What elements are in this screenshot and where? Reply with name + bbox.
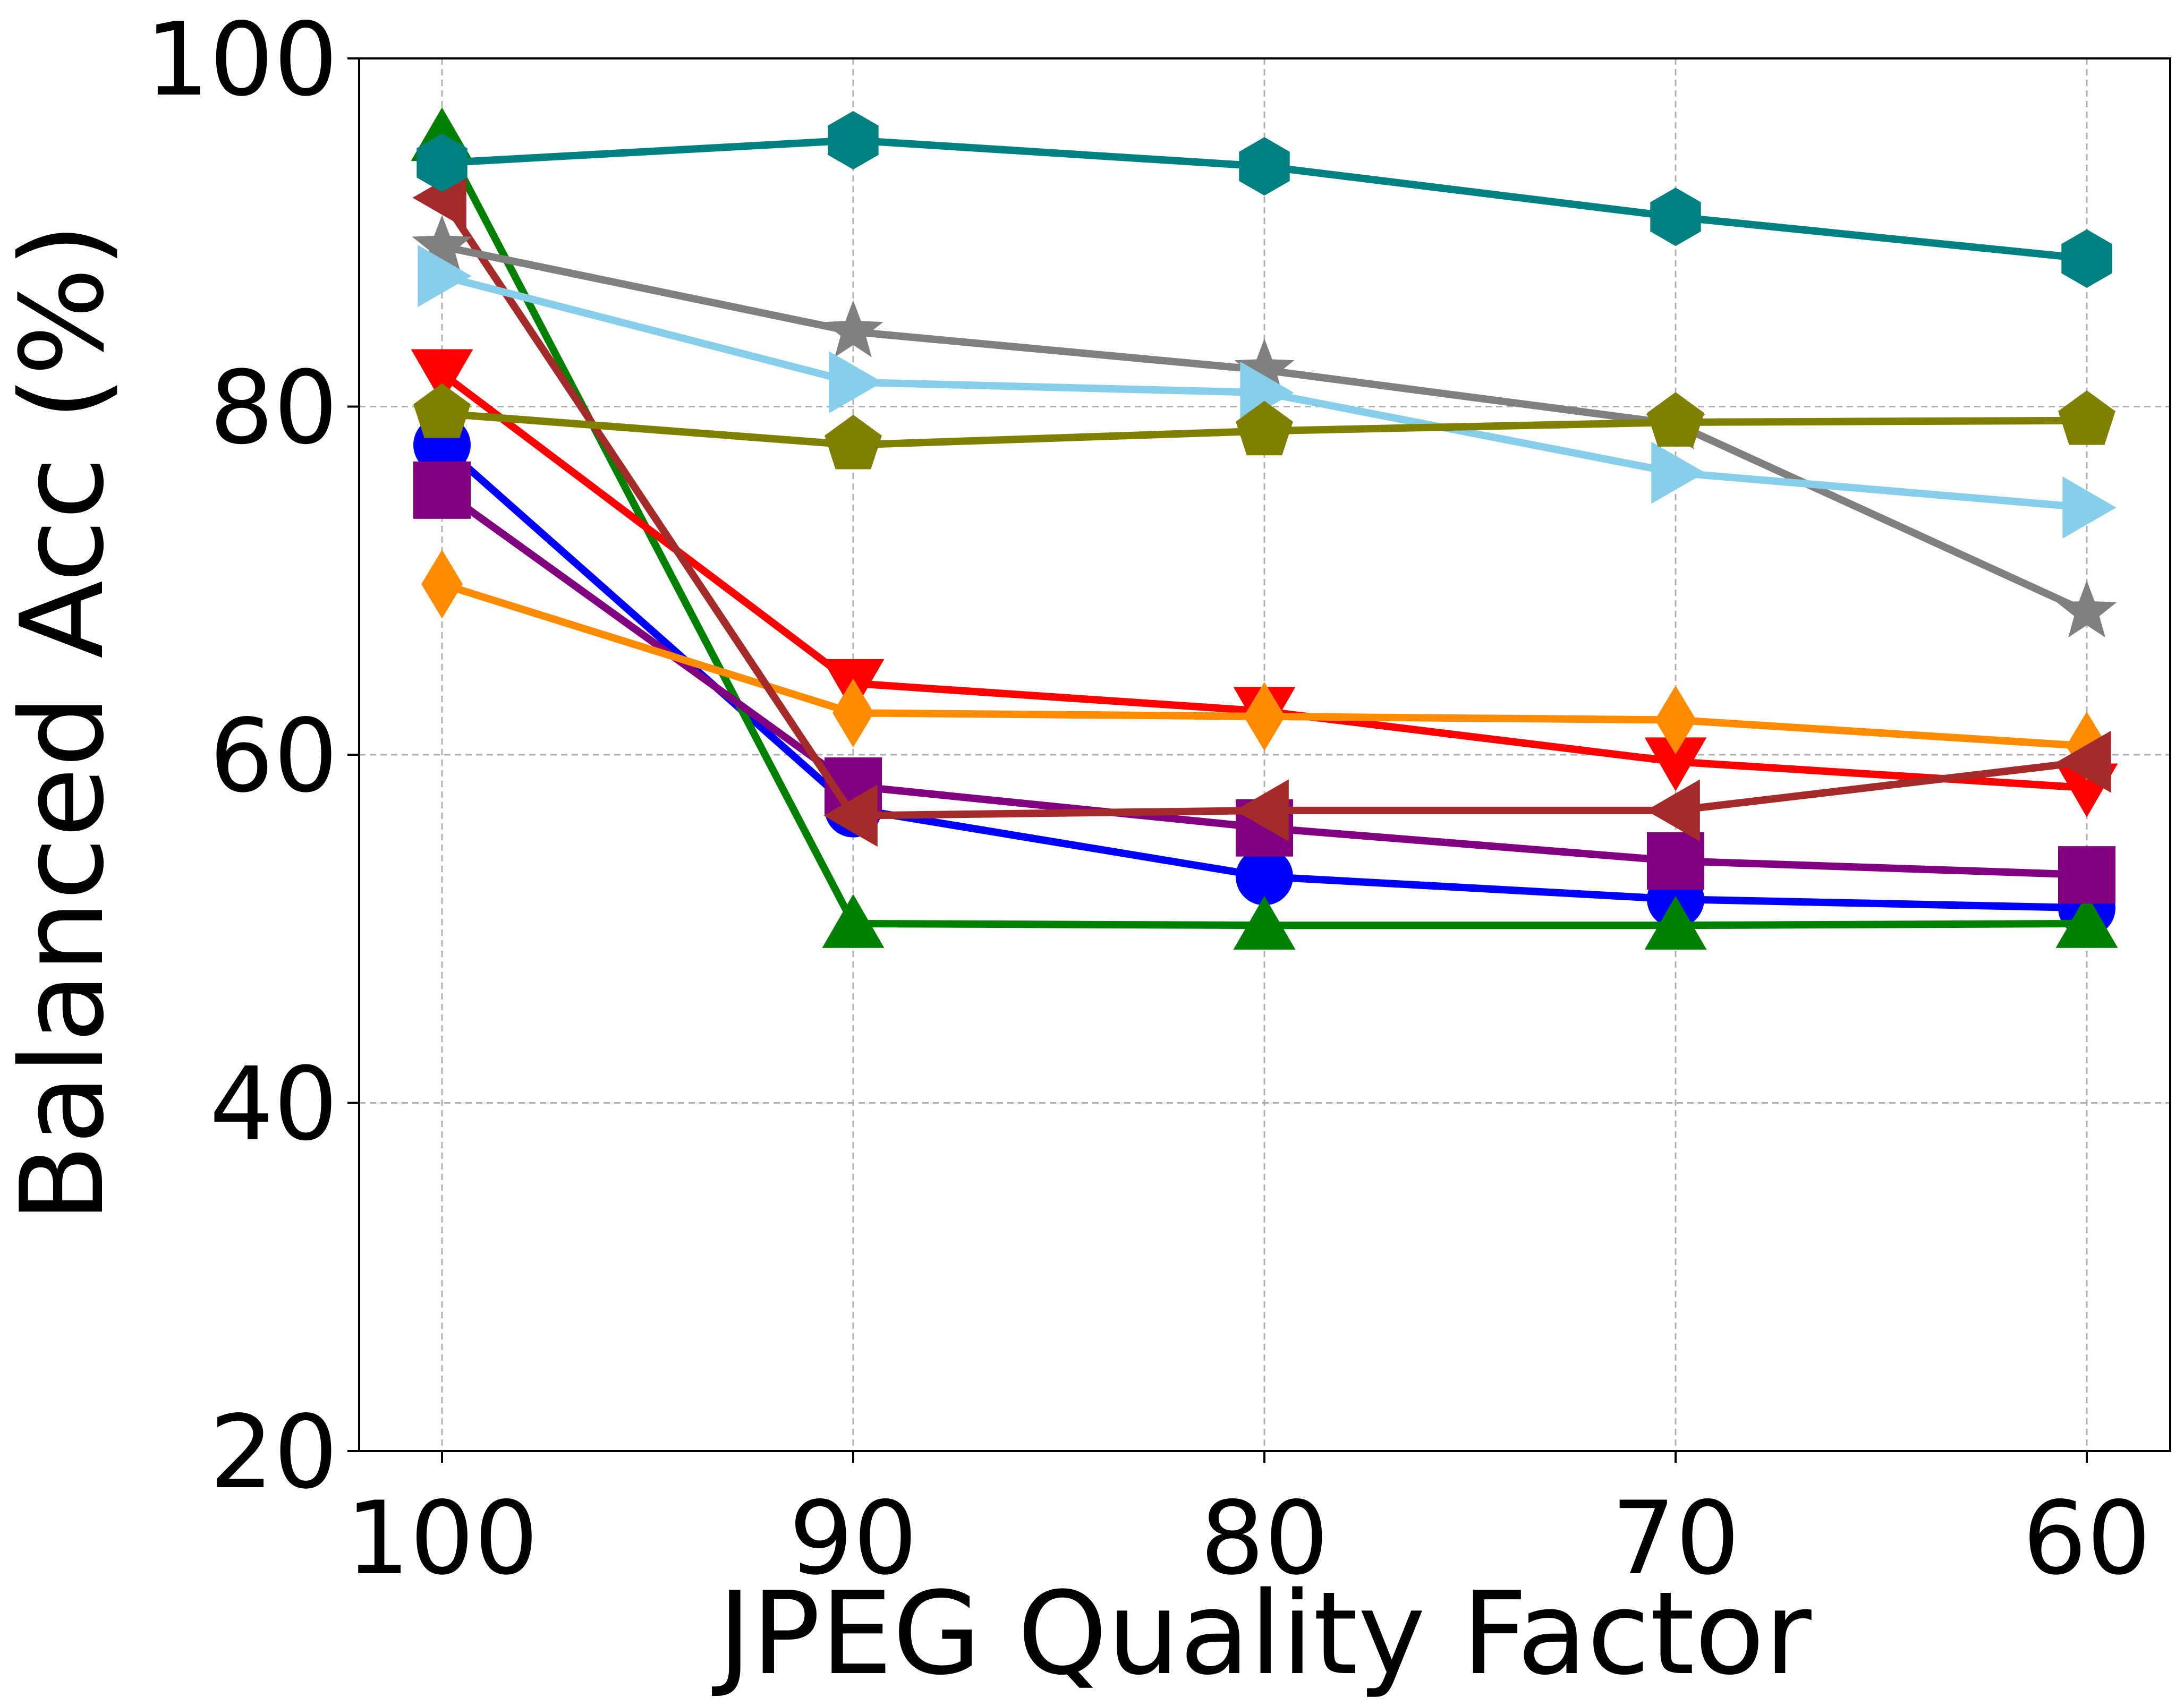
point-red-triangle-down-marker (1644, 737, 1707, 791)
point-orange-diamond-marker (1244, 682, 1285, 751)
y-tick-label: 20 (209, 1394, 338, 1511)
point-orange-diamond-marker (832, 678, 874, 748)
point-olive-pentagon-marker (1236, 400, 1293, 456)
x-axis-title: JPEG Quality Factor (711, 1567, 1812, 1700)
x-tick-label: 60 (2022, 1480, 2151, 1597)
x-tick-label: 100 (346, 1480, 539, 1597)
point-teal-hexagon-marker (2061, 229, 2112, 288)
point-gray-star-marker (823, 300, 883, 357)
point-skyblue-triangle-right-marker (1651, 441, 1705, 504)
point-green-triangle-up-marker (1233, 895, 1296, 950)
point-teal-hexagon-marker (1239, 137, 1290, 196)
x-tick-labels: 100 90 80 70 60 (346, 1480, 2151, 1597)
series-olive-pentagon (413, 383, 2115, 470)
point-skyblue-triangle-right-marker (829, 351, 883, 414)
point-olive-pentagon-marker (825, 414, 882, 470)
y-tick-labels: 20 40 60 80 100 (145, 1, 338, 1511)
point-brown-triangle-left-marker (2057, 730, 2111, 793)
point-orange-diamond-marker (1655, 685, 1696, 755)
y-tick-label: 40 (209, 1046, 338, 1163)
y-tick-label: 100 (145, 1, 338, 118)
point-gray-star-marker (1234, 338, 1295, 396)
series-brown-triangle-left (412, 166, 2111, 847)
point-blue-circle-marker (1236, 848, 1293, 906)
x-tick-label: 80 (1200, 1480, 1329, 1597)
point-gray-star-marker (2056, 580, 2117, 638)
y-tick-label: 80 (209, 349, 338, 467)
series-layer (411, 107, 2118, 950)
y-axis-title: Balanced Acc (%) (0, 223, 129, 1223)
y-tick-label: 60 (209, 697, 338, 815)
point-brown-triangle-left-marker (823, 784, 878, 847)
series-green-triangle-up (411, 107, 2118, 950)
point-olive-pentagon-marker (413, 383, 471, 438)
point-red-triangle-down-marker (411, 349, 473, 403)
point-skyblue-triangle-right-marker (418, 245, 472, 308)
point-teal-hexagon-marker (417, 133, 468, 192)
x-tick-label: 90 (789, 1480, 917, 1597)
point-green-triangle-up-marker (2055, 894, 2118, 948)
series-teal-hexagon (417, 111, 2112, 288)
point-purple-square-marker (1647, 832, 1704, 890)
point-green-triangle-up-marker (822, 894, 885, 948)
point-gray-star-marker (412, 215, 472, 272)
point-olive-pentagon-marker (2058, 390, 2115, 445)
point-green-triangle-up-marker (1644, 895, 1707, 950)
point-purple-square-marker (413, 461, 471, 519)
series-skyblue-triangle-right (418, 245, 2117, 539)
point-teal-hexagon-marker (1650, 187, 1701, 246)
point-purple-square-marker (2058, 846, 2115, 904)
point-brown-triangle-left-marker (1646, 779, 1700, 842)
point-orange-diamond-marker (421, 550, 463, 619)
point-skyblue-triangle-right-marker (2062, 476, 2117, 539)
x-tick-label: 70 (1611, 1480, 1740, 1597)
grid-lines (359, 57, 2170, 1452)
point-olive-pentagon-marker (1647, 392, 1704, 447)
point-brown-triangle-left-marker (1235, 779, 1289, 842)
point-teal-hexagon-marker (828, 111, 879, 170)
point-skyblue-triangle-right-marker (1240, 361, 1294, 424)
axis-ticks (347, 57, 2088, 1463)
